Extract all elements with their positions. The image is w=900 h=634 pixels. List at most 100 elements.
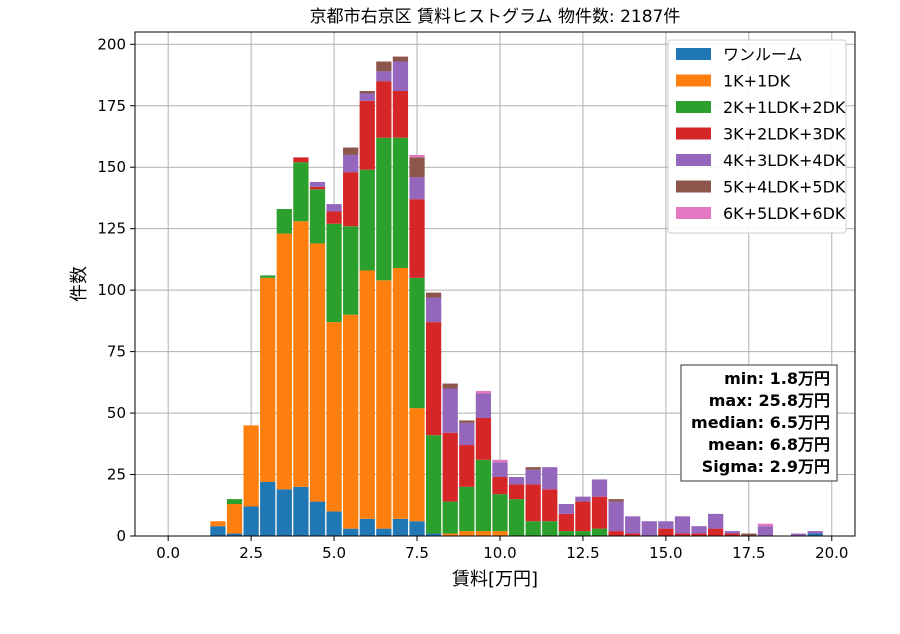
bar-segment-1 (492, 531, 508, 536)
bar-segment-6 (409, 154, 425, 158)
bar-segment-2 (575, 531, 591, 536)
x-tick-label: 12.5 (566, 544, 599, 562)
bar-segment-4 (309, 181, 326, 187)
bar-segment-3 (425, 322, 442, 436)
bar-segment-4 (724, 531, 740, 534)
bar-segment-2 (309, 189, 326, 244)
bar-segment-4 (376, 71, 392, 82)
bar-segment-4 (343, 154, 359, 173)
bar-segment-4 (691, 526, 707, 534)
bar-segment-2 (392, 137, 409, 269)
bar-segment-0 (807, 533, 823, 536)
bar-segment-0 (210, 526, 226, 536)
bar-segment-1 (376, 280, 392, 529)
x-tick-label: 7.5 (405, 544, 429, 562)
bar-segment-0 (376, 528, 392, 536)
bar-segment-4 (359, 93, 375, 101)
bar-segment-5 (343, 147, 359, 155)
bar-segment-0 (243, 506, 259, 536)
y-tick-label: 100 (97, 281, 126, 299)
bar-segment-2 (425, 435, 442, 534)
bar-segment-4 (442, 388, 458, 433)
bar-segment-1 (260, 277, 276, 482)
bar-segment-3 (691, 533, 707, 536)
legend-swatch (676, 207, 711, 219)
bar-segment-3 (492, 477, 508, 495)
bar-segment-4 (807, 531, 823, 534)
bar-segment-2 (508, 499, 525, 536)
y-tick-label: 200 (97, 35, 126, 53)
bar-segment-3 (625, 533, 641, 536)
legend: ワンルーム 1K+1DK 2K+1LDK+2DK 3K+2LDK+3DK 4K+3LDK… (667, 39, 847, 234)
bar-segment-1 (442, 533, 458, 536)
bar-segment-4 (542, 467, 558, 490)
bar-segment-6 (475, 390, 492, 394)
bar-segment-5 (459, 420, 475, 423)
bar-segment-3 (442, 432, 458, 502)
y-axis-label: 件数 (69, 266, 90, 302)
x-tick-label: 10.0 (483, 544, 516, 562)
bar-segment-3 (674, 533, 691, 536)
legend-swatch (676, 101, 711, 113)
x-tick-label: 15.0 (649, 544, 682, 562)
bar-segment-2 (475, 459, 492, 532)
legend-label: 3K+2LDK+3DK (723, 125, 846, 144)
bar-segment-1 (459, 531, 475, 536)
bar-segment-3 (359, 100, 375, 170)
bar-segment-0 (326, 511, 342, 536)
bar-segment-3 (392, 91, 409, 138)
bar-segment-3 (409, 199, 425, 278)
bar-segment-4 (459, 422, 475, 446)
bar-segment-0 (260, 481, 276, 536)
bar-segment-4 (392, 61, 409, 91)
chart-title: 京都市右京区 賃料ヒストグラム 物件数: 2187件 (310, 7, 681, 27)
y-axis-ticks: 0 25 50 75 100 125 150 175 200 (97, 35, 135, 545)
bar-segment-5 (425, 292, 442, 298)
bar-segment-2 (492, 494, 508, 532)
bar-segment-1 (409, 408, 425, 522)
bar-segment-3 (558, 513, 574, 532)
bar-segment-3 (508, 484, 525, 500)
bar-segment-5 (442, 383, 458, 389)
legend-swatch (676, 154, 711, 166)
bar-segment-4 (575, 496, 591, 502)
bar-segment-0 (309, 501, 326, 536)
x-tick-label: 5.0 (322, 544, 346, 562)
bar-segment-4 (625, 516, 641, 534)
bar-segment-1 (475, 531, 492, 536)
bar-segment-1 (326, 322, 342, 512)
y-tick-label: 125 (97, 220, 126, 238)
bar-segment-2 (276, 209, 292, 234)
bar-segment-5 (741, 533, 757, 536)
bar-segment-5 (608, 499, 624, 502)
bar-segment-3 (575, 501, 591, 532)
bar-segment-3 (326, 211, 342, 224)
y-tick-label: 25 (107, 466, 126, 484)
x-tick-label: 20.0 (815, 544, 848, 562)
bar-segment-4 (591, 479, 608, 497)
bar-segment-2 (376, 137, 392, 281)
bar-segment-2 (525, 521, 541, 536)
bar-segment-2 (409, 277, 425, 409)
bar-segment-5 (359, 91, 375, 94)
bar-segment-3 (724, 533, 740, 536)
bar-segment-4 (425, 297, 442, 323)
bar-segment-0 (359, 518, 375, 536)
bar-segment-4 (475, 393, 492, 418)
bar-segment-3 (343, 172, 359, 227)
bar-segment-4 (708, 513, 724, 529)
bar-segment-5 (376, 61, 392, 72)
bar-segment-3 (309, 186, 326, 190)
bars (210, 56, 823, 536)
bar-segment-3 (658, 528, 674, 536)
legend-label: ワンルーム (723, 45, 803, 64)
legend-swatch (676, 127, 711, 140)
bar-segment-0 (392, 518, 409, 536)
bar-segment-2 (591, 528, 608, 536)
bar-segment-4 (409, 177, 425, 200)
bar-segment-1 (343, 314, 359, 529)
bar-segment-4 (558, 504, 574, 514)
bar-segment-1 (243, 425, 259, 507)
bar-segment-4 (674, 516, 691, 534)
